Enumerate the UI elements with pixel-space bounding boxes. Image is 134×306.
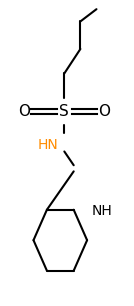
Text: O: O bbox=[18, 104, 30, 119]
Text: O: O bbox=[98, 104, 111, 119]
Text: HN: HN bbox=[38, 138, 59, 152]
Text: NH: NH bbox=[92, 204, 112, 218]
Text: S: S bbox=[59, 104, 69, 119]
